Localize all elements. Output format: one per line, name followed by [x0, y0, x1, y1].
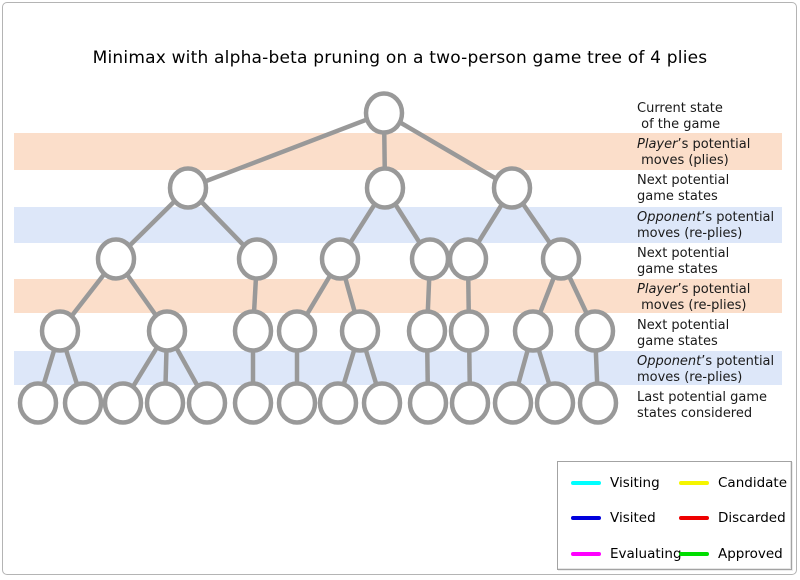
annotation-label-2: Next potential game states [637, 173, 729, 205]
annotation-line: game states [637, 334, 718, 349]
tree-node-l1-1 [364, 166, 406, 210]
tree-node-l2-2 [319, 237, 361, 281]
legend-label: Candidate [718, 474, 788, 491]
tree-edge [382, 111, 514, 190]
annotation-line: moves (plies) [637, 153, 729, 168]
legend-item-visiting: Visiting [571, 474, 660, 491]
legend-item-visited: Visited [571, 510, 656, 526]
tree-node-l1-2 [491, 166, 533, 210]
legend-swatch-visited [571, 516, 601, 520]
legend-box: Visiting Candidate Visited Discarded Evaluat… [557, 461, 792, 570]
annotation-label-8: Last potential game states considered [637, 390, 767, 422]
tree-node-l2-5 [540, 237, 582, 281]
tree-node-l0-0 [363, 91, 405, 135]
tree-node-l3-4 [339, 309, 381, 353]
tree-node-l3-1 [146, 309, 188, 353]
annotation-line: moves (re-plies) [637, 226, 743, 241]
annotation-line: Opponent’s potential [637, 354, 775, 369]
tree-node-l3-6 [448, 309, 490, 353]
tree-node-l1-0 [167, 166, 209, 210]
annotation-label-3: Opponent’s potential moves (re-plies) [637, 210, 774, 242]
legend-label: Discarded [718, 510, 786, 526]
annotation-line: Next potential [637, 318, 730, 333]
tree-node-l4-3 [144, 381, 186, 425]
legend-swatch-visiting [571, 480, 601, 485]
tree-node-l4-8 [361, 381, 403, 425]
annotation-line: Player’s potential [637, 282, 751, 297]
legend-label: Evaluating [610, 545, 682, 562]
tree-node-l3-3 [276, 309, 318, 353]
tree-node-l4-2 [102, 381, 144, 425]
tree-node-l4-10 [449, 381, 491, 425]
annotation-label-0: Current state of the game [637, 101, 723, 133]
legend-label: Visited [610, 510, 656, 526]
diagram-title: Minimax with alpha-beta pruning on a two… [92, 48, 708, 68]
tree-node-l4-13 [577, 381, 619, 425]
tree-node-l4-11 [492, 381, 534, 425]
band-player-moves [14, 133, 782, 170]
legend-swatch-candidate [679, 480, 709, 485]
tree-node-l2-1 [236, 237, 278, 281]
tree-node-l4-1 [62, 381, 104, 425]
annotation-label-5: Player’s potential moves (re-plies) [637, 282, 750, 314]
legend-swatch-discarded [679, 516, 709, 520]
tree-node-l4-9 [407, 381, 449, 425]
tree-node-l4-12 [534, 381, 576, 425]
band-opponent-moves [14, 207, 782, 243]
tree-node-l2-0 [95, 237, 137, 281]
annotation-label-4: Next potential game states [637, 246, 729, 278]
annotation-line: game states [637, 189, 718, 204]
annotation-line: Current state [637, 101, 723, 116]
legend-swatch-evaluating [571, 551, 601, 556]
annotation-label-7: Opponent’s potential moves (re-plies) [637, 354, 774, 386]
annotation-line: of the game [637, 117, 721, 132]
tree-node-l3-2 [232, 309, 274, 353]
legend-item-candidate: Candidate [679, 474, 788, 491]
annotation-line: Player’s potential [637, 137, 751, 152]
tree-node-l4-0 [17, 381, 59, 425]
tree-node-l3-5 [406, 309, 448, 353]
annotation-line: Next potential [637, 173, 730, 188]
annotation-line: Next potential [637, 246, 730, 261]
annotation-label-1: Player’s potential moves (plies) [637, 137, 750, 169]
tree-edge [187, 110, 385, 191]
tree-node-l4-4 [186, 381, 228, 425]
annotation-line: Last potential game [637, 390, 768, 405]
tree-node-l3-0 [39, 309, 81, 353]
tree-node-l4-5 [232, 381, 274, 425]
annotation-line: game states [637, 262, 718, 277]
annotation-line: moves (re-plies) [637, 298, 747, 313]
legend-swatch-approved [679, 551, 709, 556]
annotation-line: states considered [637, 406, 753, 421]
legend-label: Visiting [610, 474, 660, 491]
tree-node-l4-7 [317, 381, 359, 425]
legend-label: Approved [718, 545, 783, 562]
legend-item-approved: Approved [679, 545, 783, 562]
annotation-label-6: Next potential game states [637, 318, 729, 350]
legend-item-discarded: Discarded [679, 510, 786, 526]
annotation-line: moves (re-plies) [637, 370, 743, 385]
tree-node-l3-7 [512, 309, 554, 353]
tree-node-l2-4 [447, 237, 489, 281]
tree-node-l4-6 [276, 381, 318, 425]
tree-node-l3-8 [574, 309, 616, 353]
legend-item-evaluating: Evaluating [571, 545, 682, 562]
annotation-line: Opponent’s potential [637, 210, 775, 225]
